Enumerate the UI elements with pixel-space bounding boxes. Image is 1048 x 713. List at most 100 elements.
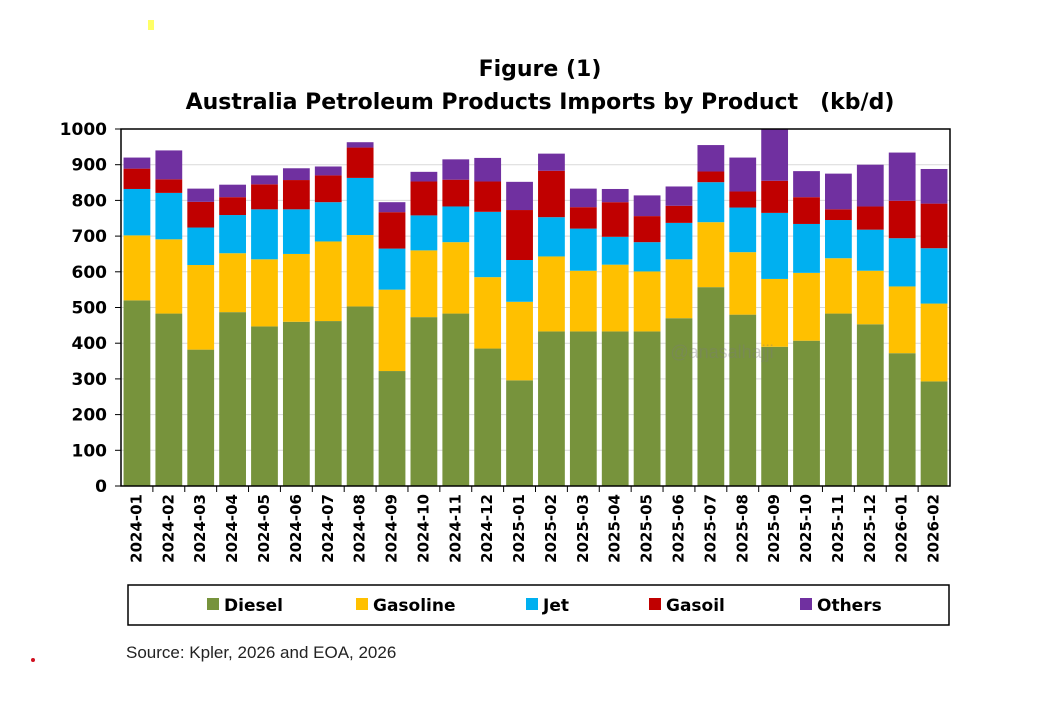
- y-tick-label: 1000: [60, 120, 107, 140]
- bar-gasoil-2024-06: [282, 180, 310, 210]
- bar-jet-2026-01: [888, 238, 916, 287]
- x-tick-label: 2025-11: [829, 494, 847, 563]
- bar-gasoil-2025-01: [506, 210, 533, 261]
- bar-diesel-2024-04: [219, 312, 246, 486]
- y-tick-label: 100: [72, 441, 108, 461]
- y-tick-label: 600: [72, 263, 108, 283]
- bar-others-2025-03: [569, 188, 597, 208]
- bar-others-2024-05: [251, 175, 278, 185]
- bar-gasoline-2025-01: [506, 301, 533, 381]
- x-tick-label: 2025-03: [574, 494, 592, 563]
- bar-diesel-2025-12: [856, 324, 884, 486]
- bar-diesel-2024-02: [155, 313, 183, 486]
- x-tick-label: 2025-10: [797, 494, 815, 563]
- bar-diesel-2025-09: [761, 346, 789, 486]
- x-axis-ticks: 2024-01 2024-02 2024-03 2024-04 2024-05 2024-…: [127, 486, 943, 563]
- y-tick-label: 400: [72, 334, 108, 354]
- bar-others-2024-08: [346, 142, 374, 148]
- x-tick-label: 2024-12: [478, 494, 496, 563]
- decorative-dot: [31, 658, 35, 662]
- legend-label-gasoline: Gasoline: [373, 596, 456, 616]
- legend-swatch-gasoline: [356, 598, 368, 610]
- legend-box: [127, 584, 950, 626]
- bar-others-2026-02: [920, 168, 948, 204]
- bar-gasoline-2025-07: [697, 222, 725, 288]
- chart-title-line1: Figure (1): [479, 57, 602, 82]
- bar-jet-2026-02: [920, 248, 948, 304]
- bar-gasoline-2026-02: [920, 303, 948, 382]
- bar-jet-2024-11: [442, 206, 470, 243]
- source-note: Source: Kpler, 2026 and EOA, 2026: [126, 643, 396, 662]
- y-tick-label: 500: [72, 299, 108, 319]
- bar-jet-2024-04: [219, 215, 246, 254]
- bar-diesel-2026-02: [920, 381, 948, 486]
- bar-others-2024-11: [442, 159, 470, 180]
- x-tick-label: 2026-02: [925, 494, 943, 563]
- chart-title-line2: Australia Petroleum Products Imports by …: [186, 90, 895, 115]
- bar-gasoil-2025-12: [856, 206, 884, 230]
- bar-diesel-2025-01: [506, 380, 533, 486]
- bar-others-2024-01: [123, 157, 151, 169]
- bar-others-2025-04: [601, 188, 629, 203]
- bar-gasoline-2025-09: [761, 278, 789, 347]
- bar-jet-2024-10: [410, 215, 438, 251]
- bar-jet-2025-05: [633, 242, 661, 272]
- bar-gasoil-2024-05: [251, 184, 278, 210]
- bar-diesel-2024-10: [410, 317, 438, 486]
- y-axis-ticks: 0 100 200 300 400 500 600 700 800 900 1000: [60, 120, 121, 497]
- x-tick-label: 2026-01: [893, 494, 911, 563]
- x-tick-label: 2024-07: [319, 494, 337, 563]
- bar-others-2025-01: [506, 181, 533, 211]
- legend-swatch-jet: [526, 598, 538, 610]
- bar-gasoil-2024-02: [155, 179, 183, 193]
- bar-gasoline-2025-08: [729, 252, 757, 315]
- bar-gasoline-2024-04: [219, 253, 246, 313]
- x-tick-label: 2024-04: [223, 494, 241, 563]
- bar-jet-2024-02: [155, 192, 183, 240]
- plot-frame: [120, 128, 951, 487]
- bar-gasoil-2025-07: [697, 171, 725, 183]
- x-tick-label: 2025-08: [733, 494, 751, 563]
- bar-gasoline-2025-11: [825, 258, 852, 314]
- bar-gasoline-2025-12: [856, 270, 884, 325]
- bar-gasoline-2024-07: [314, 241, 342, 322]
- y-tick-label: 200: [72, 406, 108, 426]
- bar-gasoil-2025-06: [665, 205, 693, 223]
- bar-others-2025-08: [729, 157, 757, 192]
- x-tick-label: 2024-08: [351, 494, 369, 563]
- bar-gasoil-2024-09: [378, 212, 406, 249]
- bar-diesel-2025-11: [825, 313, 852, 486]
- x-tick-label: 2025-05: [638, 494, 656, 563]
- bar-others-2026-01: [888, 152, 916, 201]
- bar-gasoline-2024-05: [251, 259, 278, 327]
- bar-diesel-2025-02: [538, 331, 565, 486]
- bar-jet-2025-12: [856, 229, 884, 271]
- bar-diesel-2025-04: [601, 331, 629, 486]
- bar-others-2025-09: [761, 129, 789, 181]
- bar-gasoil-2024-08: [346, 147, 374, 178]
- x-tick-label: 2025-09: [765, 494, 783, 563]
- legend-label-others: Others: [817, 596, 882, 616]
- x-tick-label: 2024-05: [255, 494, 273, 563]
- bar-diesel-2025-07: [697, 287, 725, 486]
- legend-label-jet: Jet: [542, 596, 569, 616]
- legend-swatch-others: [800, 598, 812, 610]
- bar-others-2025-11: [825, 173, 852, 210]
- bar-gasoline-2026-01: [888, 286, 916, 354]
- bar-others-2025-12: [856, 164, 884, 207]
- bar-gasoil-2025-08: [729, 191, 757, 208]
- bar-others-2025-06: [665, 186, 693, 206]
- bar-others-2024-06: [282, 168, 310, 181]
- bar-others-2025-05: [633, 195, 661, 217]
- bar-diesel-2025-05: [633, 331, 661, 486]
- bar-others-2025-07: [697, 145, 725, 172]
- bar-gasoline-2025-06: [665, 259, 693, 319]
- bar-jet-2025-08: [729, 207, 757, 253]
- bar-gasoil-2024-12: [474, 181, 502, 212]
- x-tick-label: 2024-09: [383, 494, 401, 563]
- bar-jet-2025-10: [793, 223, 820, 273]
- bar-gasoline-2024-09: [378, 289, 406, 372]
- bar-gasoline-2024-08: [346, 235, 374, 307]
- bar-jet-2025-03: [569, 228, 597, 271]
- bar-gasoline-2024-12: [474, 277, 502, 349]
